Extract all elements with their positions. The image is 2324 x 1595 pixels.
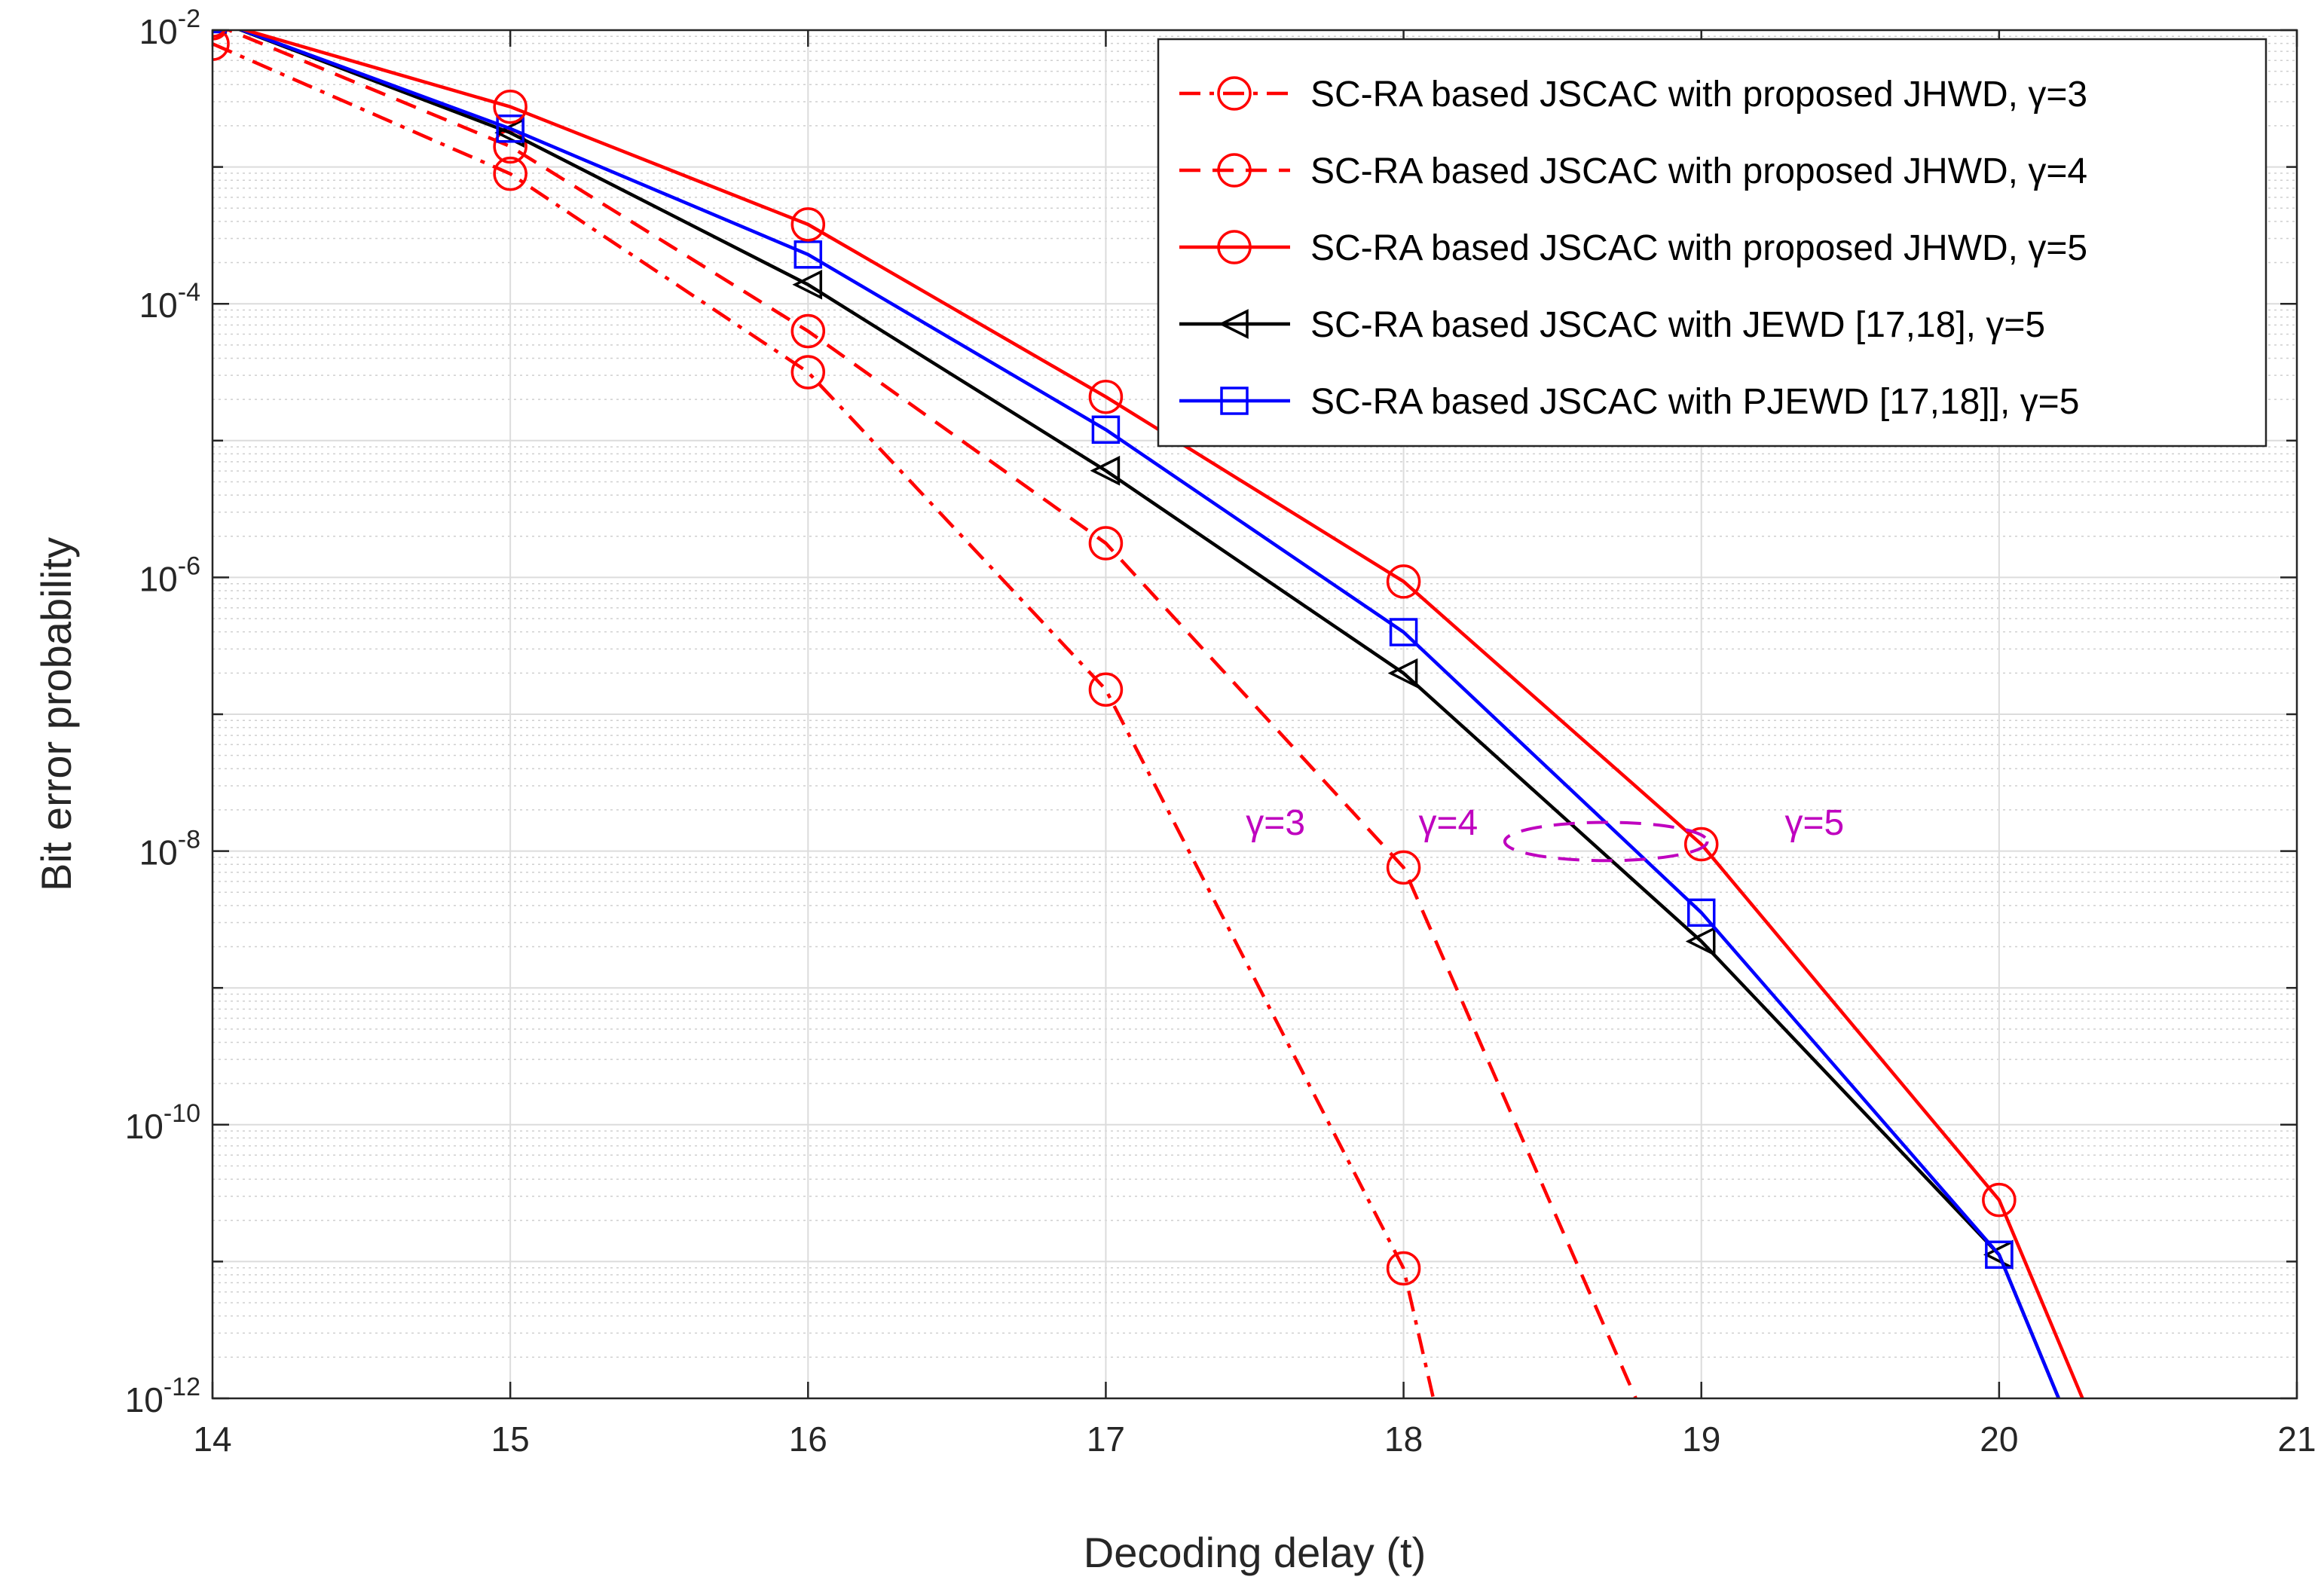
y-axis-ticks: 10-2 10-4 10-6 10-8 10-10 10-12 — [125, 5, 2297, 1419]
marker-circle — [1088, 672, 1124, 707]
legend-label: SC-RA based JSCAC with proposed JHWD, γ=… — [1310, 228, 2087, 268]
legend-entry-5: SC-RA based JSCAC with PJEWD [17,18]], γ… — [1179, 382, 2079, 422]
x-tick-label: 19 — [1682, 1419, 1720, 1459]
marker-triangle-left — [1090, 455, 1121, 486]
x-tick-label: 15 — [491, 1419, 530, 1459]
x-tick-label: 20 — [1980, 1419, 2018, 1459]
series-line — [236, 30, 2060, 1398]
y-tick-label: 10-12 — [125, 1373, 200, 1419]
gamma-5-ellipse — [1503, 820, 1709, 863]
marker-circle — [790, 355, 826, 390]
x-tick-label: 17 — [1087, 1419, 1125, 1459]
legend-entry-2: SC-RA based JSCAC with proposed JHWD, γ=… — [1179, 151, 2087, 191]
y-tick-label: 10-8 — [139, 826, 200, 872]
marker-circle — [1088, 379, 1124, 414]
marker-square — [1091, 415, 1121, 445]
legend-label: SC-RA based JSCAC with proposed JHWD, γ=… — [1310, 151, 2087, 191]
marker-circle — [1386, 564, 1421, 599]
legend-label: SC-RA based JSCAC with JEWD [17,18], γ=5 — [1310, 305, 2045, 345]
marker-circle — [1217, 153, 1252, 188]
marker-square — [1220, 387, 1249, 415]
legend-box — [1157, 38, 2267, 448]
marker-square — [794, 240, 823, 269]
marker-circle — [1386, 1251, 1421, 1286]
annotation-gamma-3: γ=3 — [1246, 803, 1305, 843]
annotation-layer: γ=3 γ=4 γ=5 — [1246, 803, 1845, 863]
series-3 — [213, 30, 2084, 1398]
legend-entry-3: SC-RA based JSCAC with proposed JHWD, γ=… — [1179, 228, 2087, 268]
marker-circle — [213, 30, 230, 61]
legend-label: SC-RA based JSCAC with PJEWD [17,18]], γ… — [1310, 382, 2079, 422]
series-1 — [213, 30, 1436, 1398]
y-tick-label: 10-6 — [139, 552, 200, 598]
legend-entry-4: SC-RA based JSCAC with JEWD [17,18], γ=5 — [1179, 305, 2045, 345]
marker-circle — [1088, 526, 1124, 561]
marker-circle — [790, 207, 826, 242]
legend-label: SC-RA based JSCAC with proposed JHWD, γ=… — [1310, 75, 2087, 115]
series-line — [237, 30, 2060, 1398]
marker-circle — [1386, 850, 1421, 885]
x-tick-label: 21 — [2277, 1419, 2316, 1459]
series-line — [239, 30, 2084, 1398]
x-tick-label: 14 — [193, 1419, 231, 1459]
marker-square — [1389, 618, 1418, 646]
series-line — [225, 30, 1638, 1398]
marker-circle — [493, 89, 527, 124]
marker-triangle-left — [1387, 658, 1418, 689]
x-tick-label: 18 — [1384, 1419, 1423, 1459]
marker-circle — [493, 156, 527, 191]
marker-square — [496, 115, 524, 143]
series-5 — [213, 30, 2060, 1398]
y-tick-label: 10-4 — [139, 278, 200, 325]
series-2 — [213, 30, 1638, 1398]
series-layer — [213, 30, 2084, 1398]
x-axis-label: Decoding delay (t) — [1084, 1529, 1426, 1576]
legend: SC-RA based JSCAC with proposed JHWD, γ=… — [1157, 38, 2267, 448]
annotation-gamma-5: γ=5 — [1785, 803, 1845, 843]
y-axis-label: Bit error probability — [32, 537, 80, 891]
marker-square — [1985, 1240, 2014, 1270]
y-tick-label: 10-10 — [125, 1099, 200, 1146]
marker-circle — [493, 129, 527, 164]
marker-triangle-left — [792, 269, 823, 300]
annotation-gamma-4: γ=4 — [1418, 803, 1478, 843]
marker-circle — [1217, 76, 1252, 111]
x-tick-label: 16 — [789, 1419, 827, 1459]
marker-circle — [1982, 1182, 2017, 1218]
marker-circle — [1683, 827, 1719, 862]
marker-triangle-left — [1685, 926, 1716, 957]
series-line — [213, 42, 1436, 1398]
marker-square — [1686, 898, 1716, 927]
marker-circle — [790, 313, 826, 349]
marker-circle — [1217, 230, 1252, 264]
legend-entry-1: SC-RA based JSCAC with proposed JHWD, γ=… — [1179, 75, 2087, 115]
marker-triangle-left — [1219, 309, 1249, 339]
y-tick-label: 10-2 — [139, 5, 200, 51]
